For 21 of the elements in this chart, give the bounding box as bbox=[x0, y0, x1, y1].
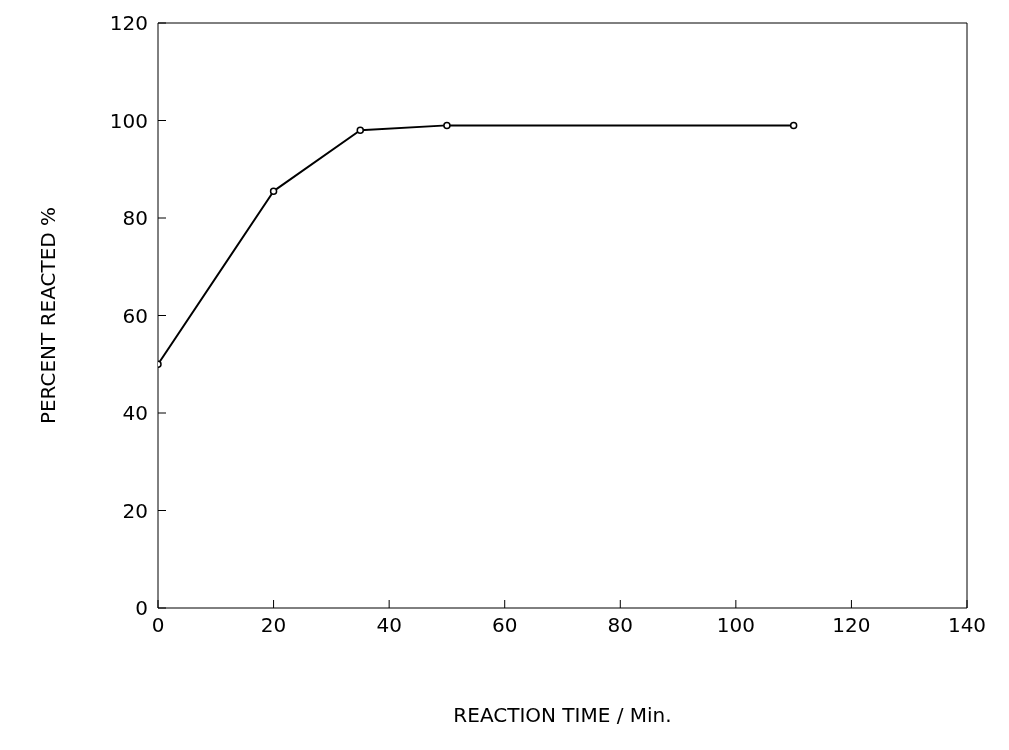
x-tick-label: 100 bbox=[716, 613, 755, 638]
x-tick-label: 20 bbox=[260, 613, 287, 638]
x-tick-label: 60 bbox=[491, 613, 518, 638]
y-axis-title: PERCENT REACTED % bbox=[36, 206, 61, 425]
point bbox=[789, 121, 798, 130]
x-tick-label: 0 bbox=[151, 613, 165, 638]
x-tick-label: 140 bbox=[947, 613, 987, 638]
y-tick-label: 100 bbox=[109, 108, 148, 133]
x-tick-label: 120 bbox=[832, 613, 871, 638]
x-tick-label: 40 bbox=[376, 613, 402, 638]
y-tick-label: 80 bbox=[122, 206, 148, 231]
y-tick-label: 120 bbox=[109, 11, 148, 36]
point bbox=[356, 126, 364, 134]
point bbox=[269, 187, 278, 195]
y-tick-label: 60 bbox=[122, 303, 148, 328]
y-tick-label: 0 bbox=[135, 596, 148, 621]
y-tick-label: 40 bbox=[122, 401, 148, 426]
point bbox=[443, 121, 451, 130]
x-tick-label: 80 bbox=[607, 613, 634, 638]
x-axis-title: REACTION TIME / Min. bbox=[453, 703, 672, 728]
y-tick-label: 20 bbox=[122, 498, 148, 523]
